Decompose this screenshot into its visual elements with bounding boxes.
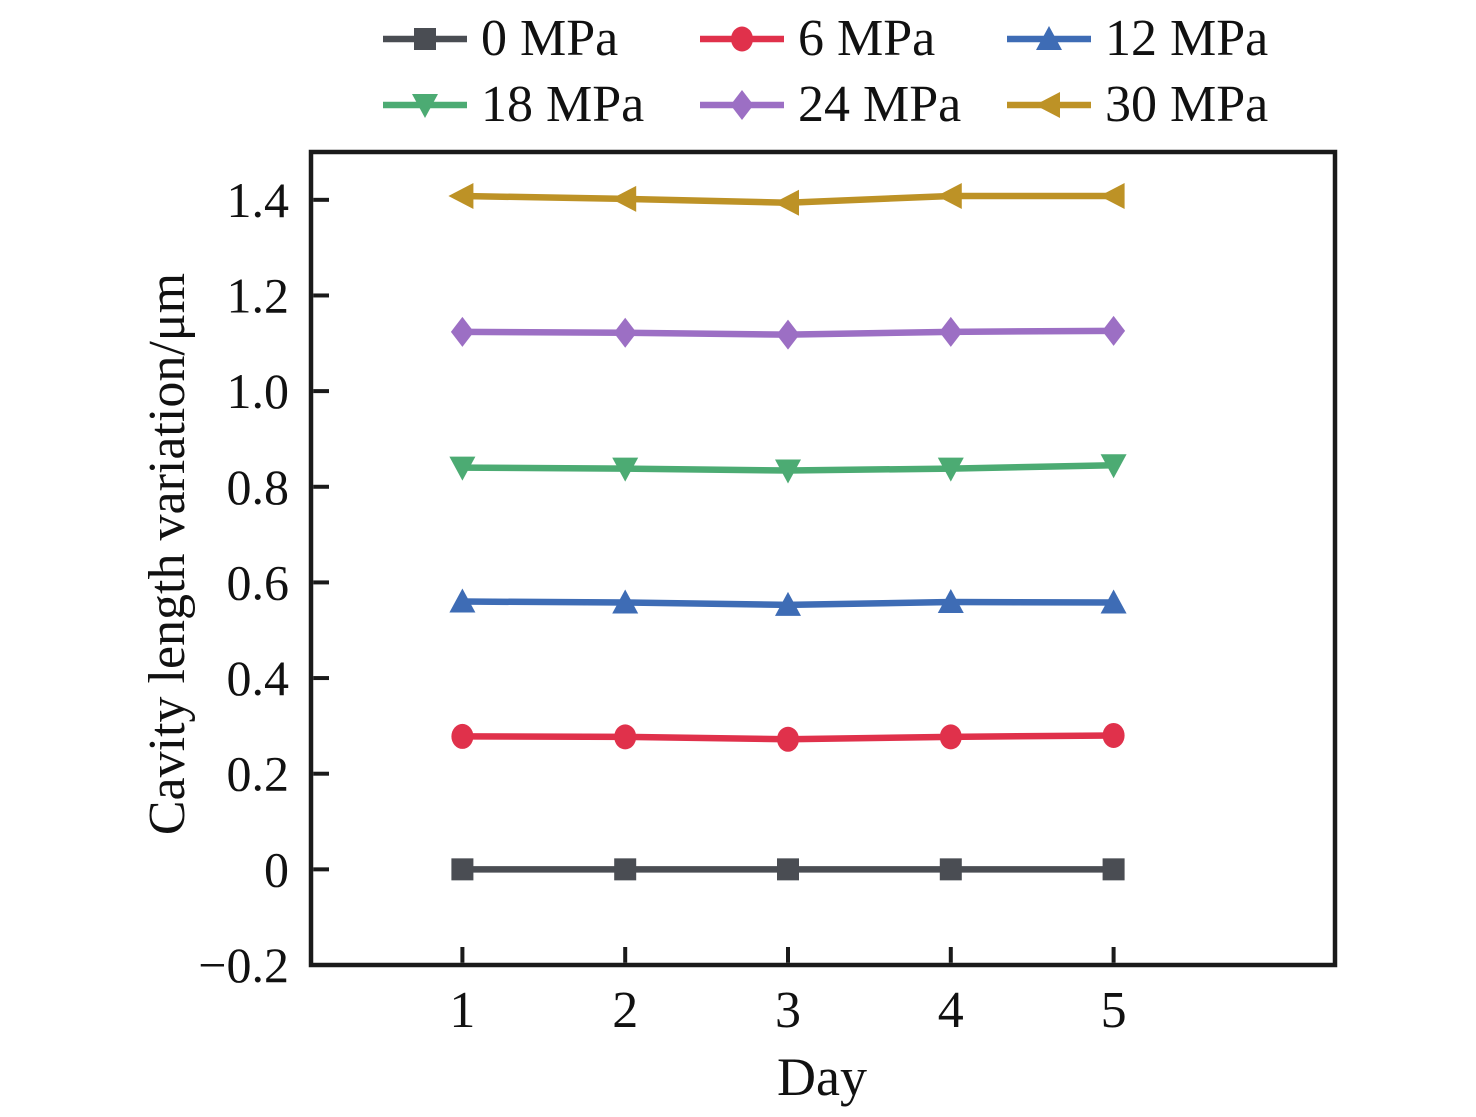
legend-item-6mpa: 6 MPa	[700, 6, 1007, 72]
triangle-left-marker-point	[1099, 182, 1125, 209]
triangle-left-marker-point	[448, 182, 474, 209]
y-tick-label: 0.8	[227, 459, 290, 515]
legend-item-0mpa: 0 MPa	[383, 6, 700, 72]
x-axis-title: Day	[777, 1047, 867, 1107]
y-tick-label: −0.2	[198, 937, 289, 993]
legend-label: 18 MPa	[481, 76, 645, 133]
legend-item-18mpa: 18 MPa	[383, 72, 700, 138]
x-tick-label: 1	[449, 982, 475, 1039]
square-marker-point	[451, 858, 474, 881]
x-tick-label: 4	[938, 982, 964, 1039]
square-marker-point	[614, 858, 637, 881]
triangle-up-marker	[1036, 26, 1062, 50]
triangle-down-marker-point	[612, 457, 639, 482]
triangle-down-marker-icon	[383, 94, 467, 118]
triangle-up-marker-point	[937, 589, 964, 614]
square-marker-point	[1102, 858, 1125, 881]
x-tick-label: 5	[1101, 982, 1127, 1039]
triangle-up-marker-point	[774, 591, 801, 616]
y-tick-label: 1.0	[227, 363, 290, 419]
x-tick-label: 3	[775, 982, 801, 1039]
diamond-marker-point	[450, 316, 474, 347]
square-marker-point	[939, 858, 962, 881]
diamond-marker-point	[613, 317, 637, 348]
triangle-down-marker-point	[1100, 454, 1127, 479]
y-tick-label: 1.2	[227, 267, 290, 323]
triangle-up-marker-icon	[1007, 26, 1091, 50]
circle-marker-point	[1102, 722, 1125, 748]
diamond-marker	[730, 90, 754, 120]
legend-item-12mpa: 12 MPa	[1007, 6, 1347, 72]
plot-frame	[308, 149, 1338, 968]
legend-label: 6 MPa	[798, 10, 936, 67]
circle-marker-point	[614, 724, 637, 750]
legend-label: 0 MPa	[481, 10, 619, 67]
triangle-left-marker-point	[611, 185, 637, 212]
y-axis-title: Cavity length variation/μm	[139, 272, 196, 836]
y-tick-label: 0.2	[227, 746, 290, 802]
circle-marker-point	[939, 724, 962, 750]
chart-legend: 0 MPa 6 MPa 12 MPa 18 MPa 24 MPa 30 MPa	[383, 6, 1347, 138]
triangle-down-marker-point	[449, 456, 476, 481]
diamond-marker-icon	[700, 90, 784, 120]
triangle-left-marker	[1035, 92, 1060, 118]
legend-label: 24 MPa	[798, 76, 962, 133]
triangle-up-marker-point	[612, 589, 639, 614]
square-marker-icon	[383, 28, 467, 50]
legend-item-30mpa: 30 MPa	[1007, 72, 1347, 138]
y-tick-label: 1.4	[227, 172, 290, 228]
triangle-left-marker-point	[936, 182, 962, 209]
y-tick-label: 0.6	[227, 554, 290, 610]
y-tick-label: 0.4	[227, 650, 290, 706]
x-tick-label: 2	[612, 982, 638, 1039]
square-marker	[414, 28, 436, 50]
circle-marker-point	[451, 723, 474, 749]
legend-label: 30 MPa	[1105, 76, 1269, 133]
circle-marker-point	[776, 726, 799, 752]
triangle-down-marker-point	[937, 457, 964, 482]
circle-marker-icon	[700, 26, 784, 52]
triangle-left-marker-icon	[1007, 92, 1091, 118]
diamond-marker-point	[776, 319, 800, 350]
circle-marker	[731, 26, 753, 52]
triangle-up-marker-point	[1100, 589, 1127, 614]
triangle-up-marker-point	[449, 588, 476, 613]
triangle-down-marker	[412, 94, 438, 118]
diamond-marker-point	[939, 316, 963, 347]
square-marker-point	[776, 858, 799, 881]
triangle-down-marker-point	[774, 459, 801, 484]
legend-label: 12 MPa	[1105, 10, 1269, 67]
legend-item-24mpa: 24 MPa	[700, 72, 1007, 138]
diamond-marker-point	[1102, 315, 1126, 346]
triangle-left-marker-point	[773, 189, 799, 216]
y-tick-label: 0	[264, 841, 289, 897]
